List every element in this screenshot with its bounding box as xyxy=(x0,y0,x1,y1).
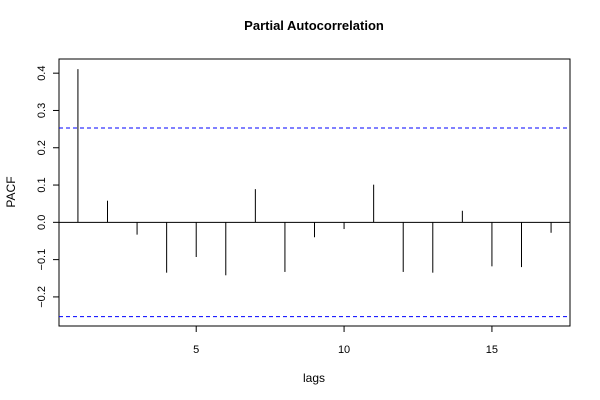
x-tick-label: 5 xyxy=(193,344,199,356)
y-axis-label: PACF xyxy=(4,176,18,207)
y-tick-label: 0.0 xyxy=(36,215,48,230)
y-tick-label: 0.4 xyxy=(36,66,48,81)
x-axis: 5 10 15 xyxy=(193,325,498,356)
x-tick-label: 15 xyxy=(486,344,498,356)
y-tick-label: 0.1 xyxy=(36,177,48,192)
y-axis: −0.2 −0.1 0.0 0.1 0.2 0.3 0.4 xyxy=(36,66,60,308)
confidence-bounds xyxy=(59,127,570,318)
plot-frame xyxy=(58,58,571,327)
x-tick-label: 10 xyxy=(338,344,350,356)
x-axis-label: lags xyxy=(303,371,325,385)
y-tick-label: 0.3 xyxy=(36,103,48,118)
chart-title: Partial Autocorrelation xyxy=(244,18,384,33)
pacf-bars xyxy=(59,69,570,276)
y-tick-label: 0.2 xyxy=(36,140,48,155)
y-tick-label: −0.2 xyxy=(36,286,48,308)
y-tick-label: −0.1 xyxy=(36,249,48,271)
